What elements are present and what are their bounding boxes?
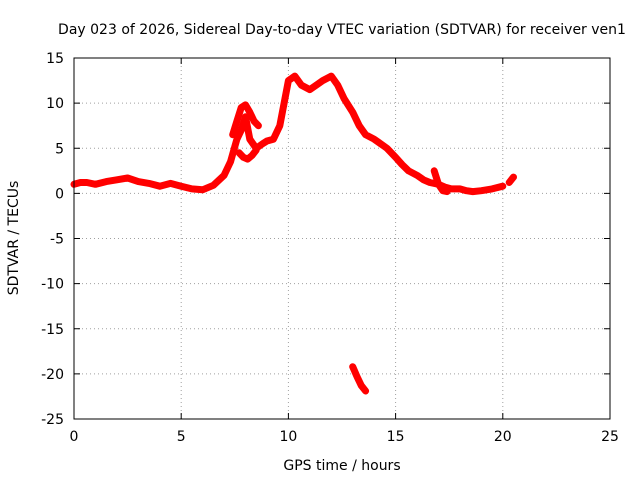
y-tick-label: 15 [46, 51, 64, 67]
series-line-negative-outlier [349, 363, 370, 395]
series-line-main-track [70, 72, 507, 196]
x-tick-label: 5 [177, 429, 186, 445]
chart-title: Day 023 of 2026, Sidereal Day-to-day VTE… [58, 22, 626, 38]
y-tick-label: 10 [46, 96, 64, 112]
y-tick-label: -20 [41, 367, 64, 383]
y-tick-label: 0 [55, 186, 64, 202]
series-line-dip-segment [430, 167, 451, 196]
y-tick-label: -5 [50, 232, 64, 248]
series-line-upper-branch [229, 101, 262, 139]
x-tick-label: 15 [387, 429, 405, 445]
grid-layer [74, 58, 610, 419]
x-axis-label: GPS time / hours [283, 458, 400, 474]
x-tick-label: 20 [494, 429, 512, 445]
x-tick-label: 25 [601, 429, 619, 445]
series-line-late-segment [505, 173, 517, 186]
y-tick-label: -25 [41, 412, 64, 428]
series-layer [70, 72, 517, 395]
x-tick-label: 0 [70, 429, 79, 445]
y-tick-label: -10 [41, 277, 64, 293]
tick-layer [73, 57, 611, 420]
y-tick-label: -15 [41, 322, 64, 338]
tick-label-layer: 0 5 10 15 20 25 -25 -20 -15 -10 -5 0 5 10 15 [41, 51, 619, 445]
y-axis-label: SDTVAR / TECUs [6, 181, 22, 296]
y-tick-label: 5 [55, 141, 64, 157]
series-line-lower-branch [235, 146, 260, 163]
x-tick-label: 10 [279, 429, 297, 445]
